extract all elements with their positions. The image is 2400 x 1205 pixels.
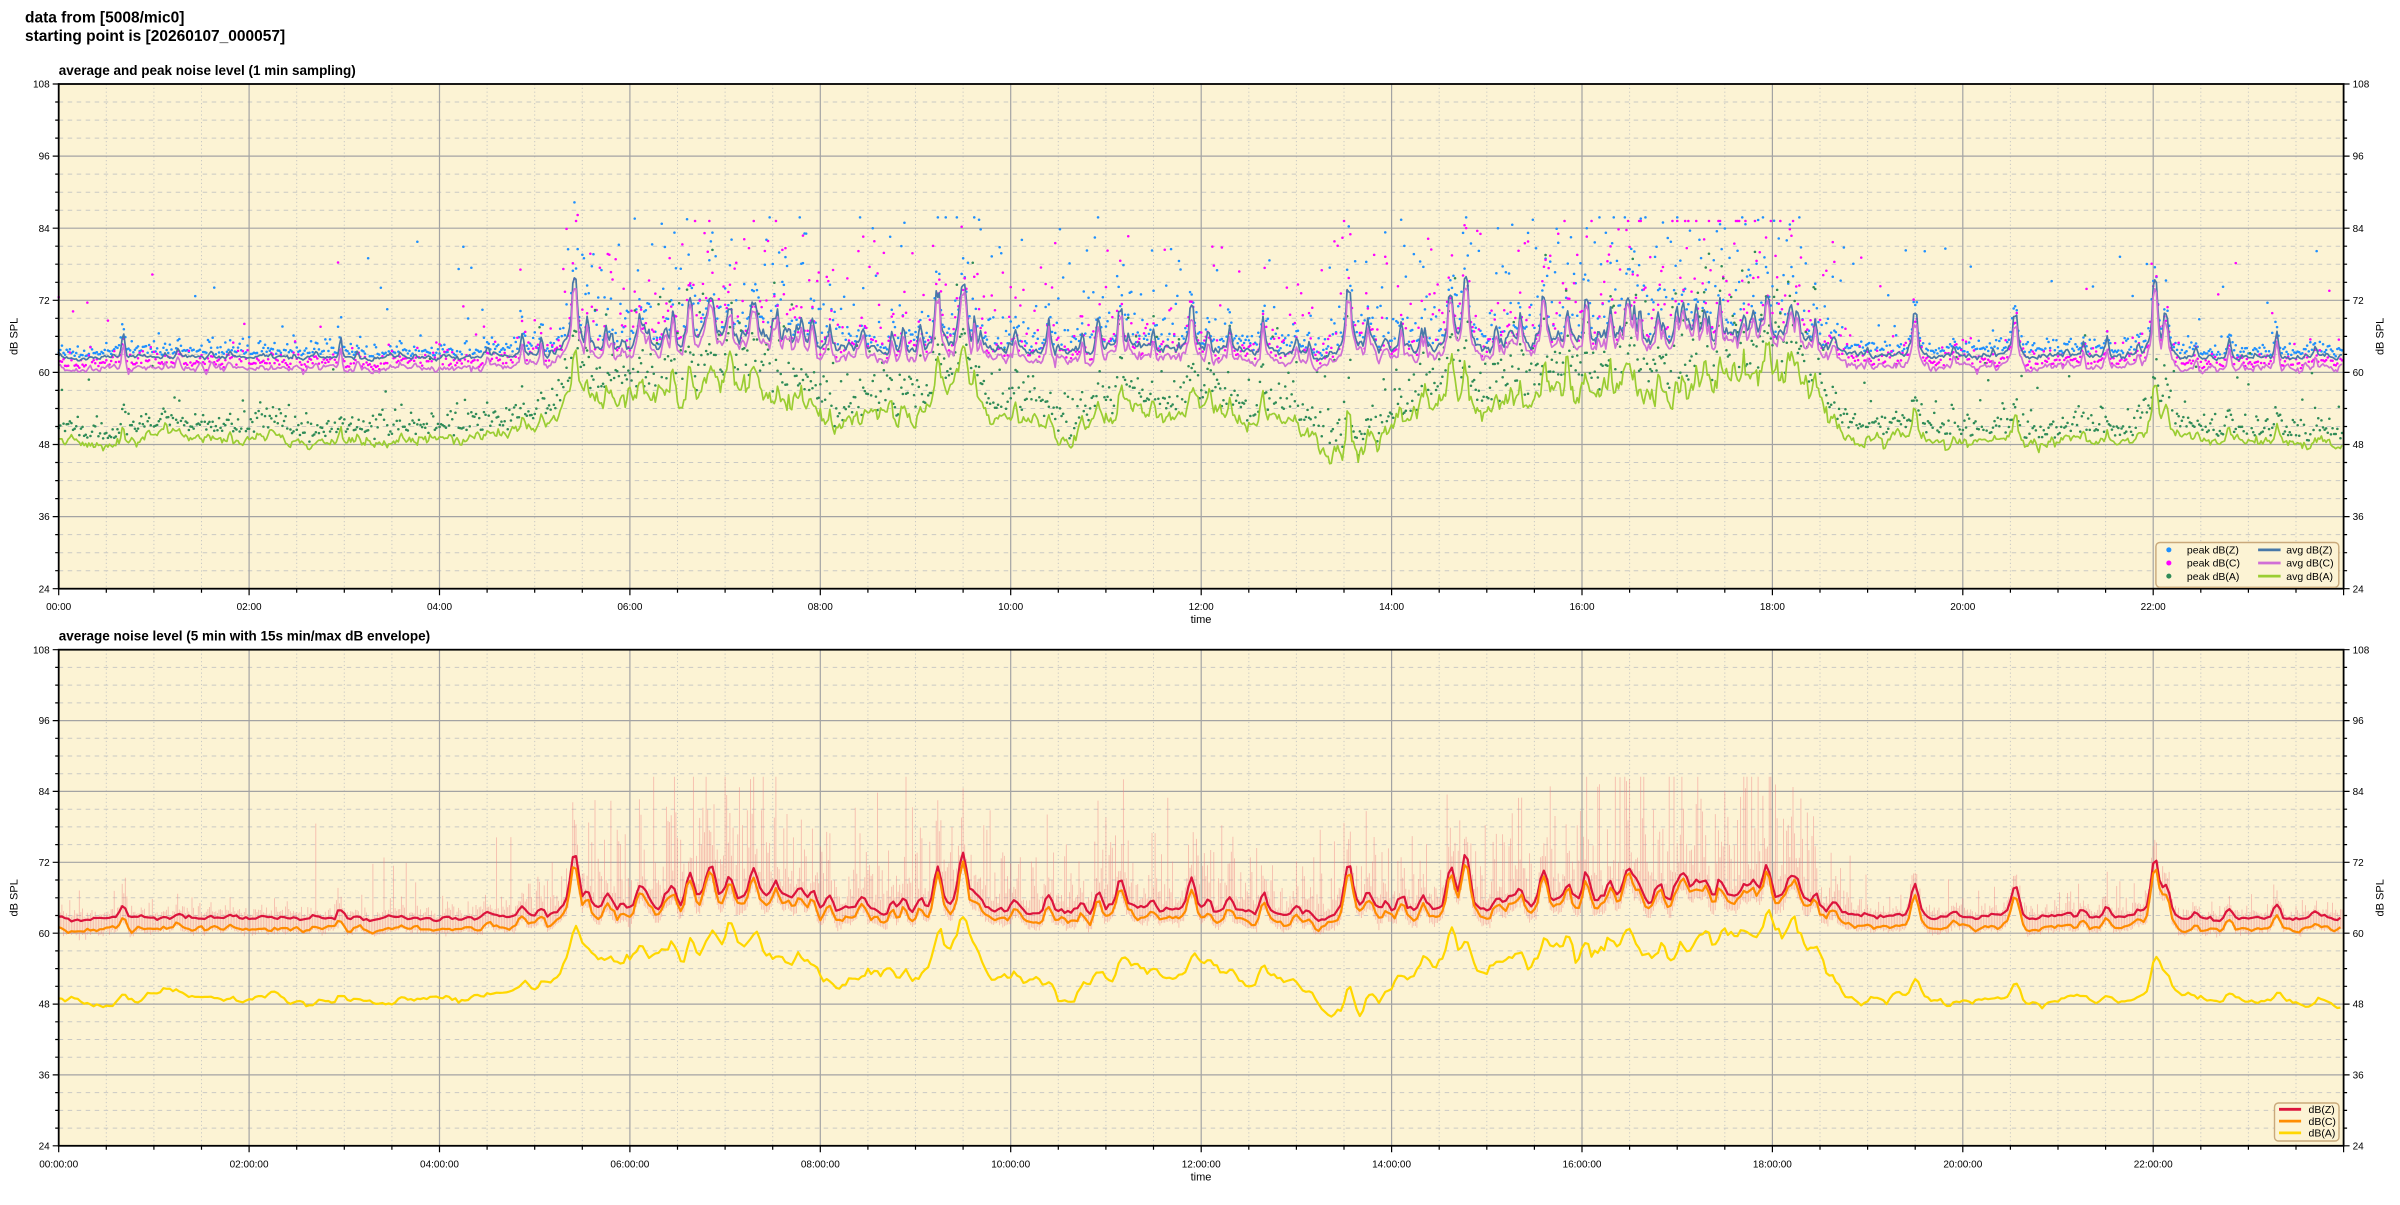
svg-text:peak dB(C): peak dB(C)	[2187, 558, 2240, 570]
svg-text:108: 108	[2353, 645, 2370, 656]
svg-text:36: 36	[2353, 1071, 2365, 1082]
svg-text:24: 24	[2353, 1141, 2365, 1152]
svg-text:dB SPL: dB SPL	[2375, 318, 2387, 355]
svg-text:20:00:00: 20:00:00	[1943, 1159, 1982, 1170]
svg-text:16:00:00: 16:00:00	[1563, 1159, 1602, 1170]
svg-text:84: 84	[2353, 224, 2365, 235]
svg-text:02:00:00: 02:00:00	[230, 1159, 269, 1170]
svg-text:96: 96	[39, 152, 51, 163]
svg-text:00:00:00: 00:00:00	[39, 1159, 78, 1170]
svg-text:14:00: 14:00	[1379, 602, 1404, 613]
svg-text:84: 84	[2353, 787, 2365, 798]
svg-text:04:00: 04:00	[427, 602, 452, 613]
svg-text:dB SPL: dB SPL	[9, 879, 21, 916]
svg-text:96: 96	[2353, 152, 2365, 163]
svg-text:14:00:00: 14:00:00	[1372, 1159, 1411, 1170]
svg-text:dB(Z): dB(Z)	[2309, 1104, 2335, 1116]
svg-text:60: 60	[2353, 929, 2365, 940]
svg-text:24: 24	[39, 584, 51, 595]
svg-text:avg dB(C): avg dB(C)	[2286, 558, 2333, 570]
svg-text:72: 72	[2353, 296, 2365, 307]
svg-text:10:00: 10:00	[998, 602, 1023, 613]
svg-text:12:00:00: 12:00:00	[1182, 1159, 1221, 1170]
svg-text:04:00:00: 04:00:00	[420, 1159, 459, 1170]
svg-text:18:00:00: 18:00:00	[1753, 1159, 1792, 1170]
svg-text:48: 48	[39, 440, 51, 451]
svg-text:starting point is [20260107_00: starting point is [20260107_000057]	[25, 28, 285, 45]
svg-text:22:00: 22:00	[2141, 602, 2166, 613]
svg-text:24: 24	[39, 1141, 51, 1152]
svg-text:36: 36	[39, 1071, 51, 1082]
svg-text:data from [5008/mic0]: data from [5008/mic0]	[25, 10, 184, 27]
svg-text:20:00: 20:00	[1950, 602, 1975, 613]
svg-text:08:00:00: 08:00:00	[801, 1159, 840, 1170]
svg-text:dB(C): dB(C)	[2309, 1116, 2336, 1128]
svg-text:108: 108	[2353, 80, 2370, 91]
svg-text:time: time	[1191, 1171, 1212, 1183]
svg-text:36: 36	[2353, 512, 2365, 523]
svg-text:36: 36	[39, 512, 51, 523]
svg-text:dB SPL: dB SPL	[9, 318, 21, 355]
svg-text:time: time	[1191, 614, 1212, 626]
svg-text:02:00: 02:00	[237, 602, 262, 613]
svg-text:06:00: 06:00	[617, 602, 642, 613]
svg-text:84: 84	[39, 787, 51, 798]
svg-text:18:00: 18:00	[1760, 602, 1785, 613]
svg-text:peak dB(Z): peak dB(Z)	[2187, 545, 2239, 557]
svg-text:avg dB(A): avg dB(A)	[2286, 571, 2333, 583]
svg-text:60: 60	[39, 929, 51, 940]
svg-text:60: 60	[39, 368, 51, 379]
svg-text:average noise level (5 min wit: average noise level (5 min with 15s min/…	[59, 629, 430, 644]
svg-text:108: 108	[33, 645, 50, 656]
svg-text:10:00:00: 10:00:00	[991, 1159, 1030, 1170]
svg-text:12:00: 12:00	[1189, 602, 1214, 613]
svg-text:peak dB(A): peak dB(A)	[2187, 571, 2240, 583]
svg-text:average and peak noise level (: average and peak noise level (1 min samp…	[59, 63, 356, 78]
svg-text:72: 72	[39, 858, 51, 869]
svg-text:48: 48	[2353, 440, 2365, 451]
svg-text:60: 60	[2353, 368, 2365, 379]
svg-text:06:00:00: 06:00:00	[610, 1159, 649, 1170]
svg-text:48: 48	[39, 1000, 51, 1011]
svg-text:96: 96	[2353, 716, 2365, 727]
svg-text:72: 72	[39, 296, 51, 307]
svg-text:108: 108	[33, 80, 50, 91]
svg-text:72: 72	[2353, 858, 2365, 869]
svg-text:08:00: 08:00	[808, 602, 833, 613]
svg-text:00:00: 00:00	[46, 602, 71, 613]
svg-text:dB SPL: dB SPL	[2375, 879, 2387, 916]
svg-text:48: 48	[2353, 1000, 2365, 1011]
svg-text:96: 96	[39, 716, 51, 727]
svg-text:24: 24	[2353, 584, 2365, 595]
svg-text:dB(A): dB(A)	[2309, 1128, 2336, 1140]
svg-text:avg dB(Z): avg dB(Z)	[2286, 545, 2332, 557]
svg-text:16:00: 16:00	[1569, 602, 1594, 613]
svg-text:84: 84	[39, 224, 51, 235]
svg-text:22:00:00: 22:00:00	[2134, 1159, 2173, 1170]
